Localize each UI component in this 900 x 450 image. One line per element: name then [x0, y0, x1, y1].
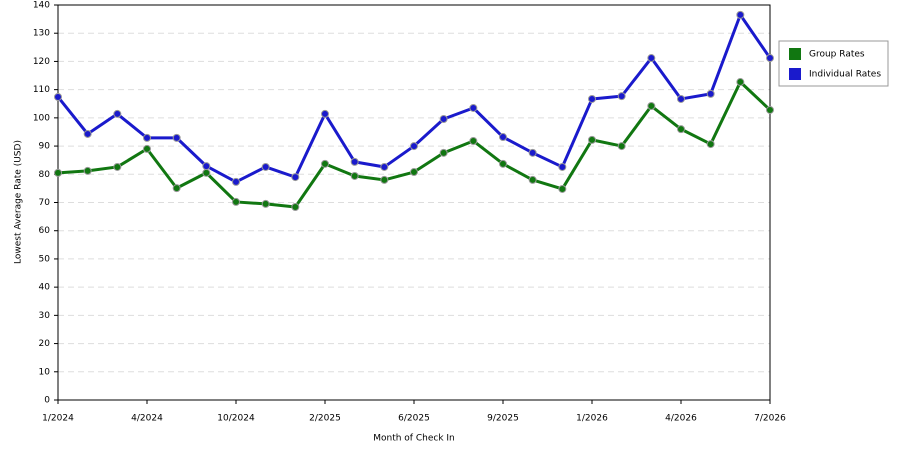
y-tick-label: 80 — [39, 170, 51, 180]
data-point — [410, 168, 418, 177]
x-tick-label: 6/2025 — [398, 414, 430, 424]
legend-swatch — [789, 48, 801, 60]
y-tick-label: 100 — [33, 113, 50, 123]
data-point — [528, 148, 537, 157]
data-point — [113, 162, 122, 171]
y-tick-label: 20 — [39, 339, 51, 349]
data-point — [261, 199, 270, 208]
data-point — [439, 114, 448, 123]
data-point — [588, 135, 596, 144]
y-tick-label: 40 — [39, 283, 51, 293]
x-tick-label: 7/2026 — [754, 414, 786, 424]
data-point — [261, 162, 270, 171]
data-point — [172, 133, 181, 142]
x-tick-label: 1/2026 — [576, 414, 608, 424]
data-point — [202, 168, 211, 177]
data-point — [321, 159, 329, 168]
data-point — [380, 175, 389, 184]
data-point — [647, 54, 656, 63]
data-point — [528, 175, 537, 184]
data-point — [736, 10, 745, 19]
y-tick-label: 30 — [39, 311, 51, 321]
data-point — [558, 184, 567, 193]
legend-label: Group Rates — [809, 50, 865, 60]
data-point — [736, 78, 745, 87]
data-point — [232, 197, 240, 206]
y-tick-label: 50 — [39, 254, 51, 264]
y-axis-label: Lowest Average Rate (USD) — [14, 140, 24, 264]
data-point — [439, 148, 448, 157]
data-point — [499, 133, 507, 142]
data-point — [617, 142, 626, 151]
data-point — [469, 136, 478, 145]
data-point — [202, 162, 211, 171]
data-point — [172, 184, 181, 193]
y-tick-label: 130 — [33, 29, 50, 39]
data-point — [143, 133, 151, 142]
data-point — [54, 168, 62, 177]
data-point — [350, 171, 359, 180]
data-point — [588, 94, 596, 103]
data-point — [499, 159, 507, 168]
data-point — [410, 142, 418, 151]
data-point — [380, 162, 389, 171]
data-point — [766, 105, 774, 114]
x-tick-label: 1/2024 — [42, 414, 74, 424]
y-tick-label: 120 — [33, 57, 50, 67]
legend-label: Individual Rates — [809, 70, 881, 80]
x-tick-label: 2/2025 — [309, 414, 341, 424]
y-tick-label: 70 — [39, 198, 51, 208]
data-point — [617, 92, 626, 101]
y-tick-label: 90 — [39, 142, 51, 152]
data-point — [647, 102, 656, 111]
data-point — [232, 177, 240, 186]
data-point — [113, 109, 122, 118]
x-axis-label: Month of Check In — [373, 434, 455, 444]
data-point — [766, 54, 774, 63]
data-point — [677, 125, 685, 134]
x-tick-label: 4/2024 — [131, 414, 163, 424]
x-tick-label: 9/2025 — [487, 414, 519, 424]
data-point — [677, 94, 685, 103]
y-tick-label: 10 — [39, 367, 51, 377]
data-point — [291, 173, 300, 182]
data-point — [83, 129, 92, 138]
data-point — [291, 203, 300, 212]
data-point — [469, 103, 478, 112]
data-point — [350, 157, 359, 166]
y-tick-label: 110 — [33, 85, 50, 95]
data-point — [143, 144, 151, 153]
data-point — [83, 166, 92, 175]
y-tick-label: 140 — [33, 1, 50, 11]
y-tick-label: 60 — [39, 226, 51, 236]
x-tick-label: 10/2024 — [217, 414, 255, 424]
data-point — [321, 109, 329, 118]
data-point — [706, 89, 715, 98]
data-point — [706, 140, 715, 149]
data-point — [558, 162, 567, 171]
y-tick-label: 0 — [44, 396, 50, 406]
legend-swatch — [789, 68, 801, 80]
data-point — [54, 92, 62, 101]
x-tick-label: 4/2026 — [665, 414, 697, 424]
